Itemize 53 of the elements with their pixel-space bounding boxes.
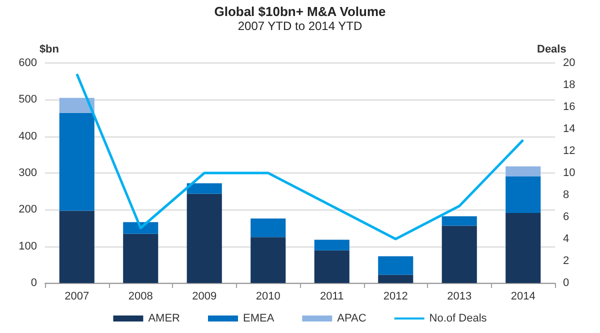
y-tick-label: 300 (18, 167, 37, 179)
legend-label: No.of Deals (429, 312, 488, 324)
line-series (76, 72, 524, 240)
bar (442, 226, 477, 283)
bar (186, 183, 222, 194)
legend-label: EMEA (243, 312, 275, 324)
y-tick-label: 400 (18, 130, 37, 142)
bar (314, 250, 350, 283)
y-tick-label: 500 (18, 94, 37, 106)
legend-label: APAC (337, 312, 366, 324)
chart-title: Global $10bn+ M&A Volume (214, 4, 386, 19)
bar (506, 176, 541, 213)
bar (506, 212, 541, 283)
y-tick-label: 100 (18, 240, 37, 252)
bar (506, 166, 541, 176)
y2-tick-label: 10 (563, 167, 576, 179)
y-tick-label: 200 (18, 204, 37, 216)
y2-tick-label: 4 (563, 233, 570, 245)
y2-tick-label: 20 (563, 57, 576, 69)
bar (378, 256, 414, 275)
x-tick-label: 2007 (64, 290, 90, 302)
bar (186, 194, 222, 283)
x-tick-label: 2009 (192, 290, 217, 302)
y2-axis-title: Deals (537, 44, 566, 56)
x-tick-label: 2011 (320, 290, 344, 302)
bar (59, 210, 94, 283)
bar (250, 218, 286, 238)
y2-tick-label: 8 (563, 189, 570, 201)
y2-tick-label: 0 (563, 277, 570, 289)
y2-tick-label: 2 (563, 255, 570, 267)
y2-tick-label: 18 (563, 79, 576, 91)
x-tick-label: 2008 (128, 290, 153, 302)
y2-tick-label: 14 (563, 123, 576, 135)
y2-tick-label: 12 (563, 145, 576, 157)
x-tick-label: 2013 (447, 290, 472, 302)
y-axis-title: $bn (39, 44, 60, 56)
bar (442, 216, 477, 226)
chart-subtitle: 2007 YTD to 2014 YTD (238, 19, 362, 33)
y-tick-label: 0 (30, 277, 37, 289)
bar (123, 234, 158, 283)
bar (59, 112, 94, 211)
bar (250, 237, 286, 283)
x-tick-label: 2012 (383, 290, 408, 302)
y2-tick-label: 16 (563, 101, 576, 113)
y2-tick-label: 6 (563, 211, 570, 223)
bar (59, 98, 94, 113)
x-tick-label: 2010 (256, 290, 280, 302)
bar (378, 274, 414, 283)
y-tick-label: 600 (18, 57, 37, 69)
legend-label: AMER (148, 312, 180, 324)
bar (123, 222, 158, 234)
bar (314, 240, 350, 250)
x-tick-label: 2014 (510, 290, 536, 302)
